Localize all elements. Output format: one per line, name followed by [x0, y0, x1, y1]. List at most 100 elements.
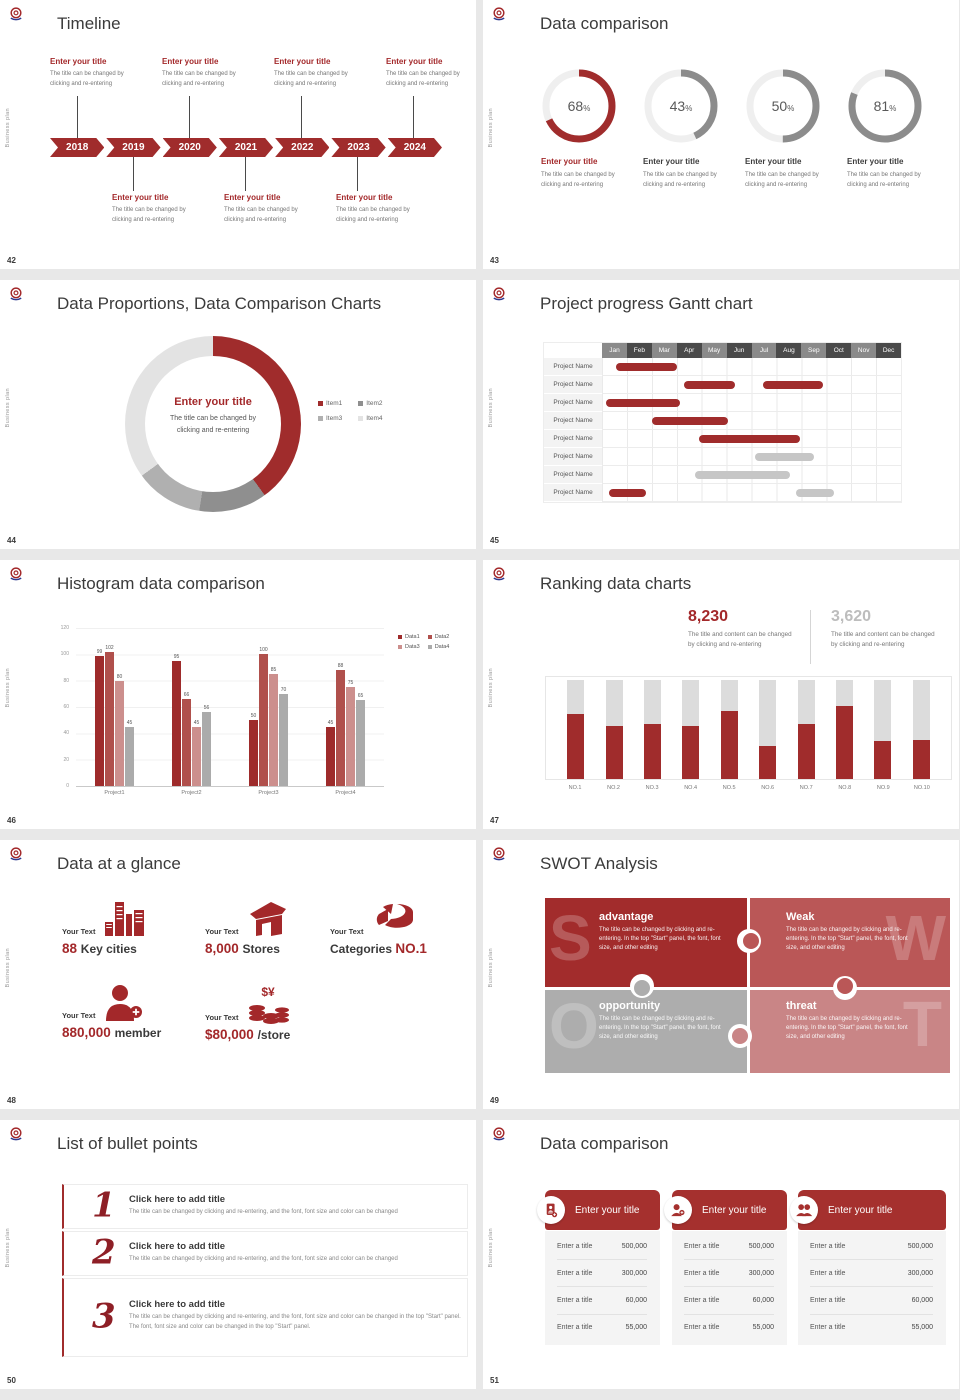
- card-row-label: Enter a title: [557, 1269, 593, 1277]
- bullet-number: 1: [92, 1184, 116, 1225]
- donut-ring: [542, 69, 616, 143]
- legend-swatch: [358, 401, 364, 406]
- swot-letter: S: [549, 902, 592, 974]
- card-header-label: Enter your title: [828, 1204, 893, 1216]
- y-tick-label: 100: [60, 651, 69, 658]
- ranking-category-label: NO.8: [838, 785, 852, 791]
- stat-block: 8,230 The title and content can be chang…: [688, 608, 808, 664]
- bar-group-Project3: 50 100 85 70: [249, 647, 288, 786]
- pie-center-text: Enter your title The title can be change…: [140, 396, 286, 437]
- slide-title: Data at a glance: [57, 854, 181, 873]
- bar-Data2: 102: [105, 645, 114, 786]
- timeline-entry-desc: clicking and re-entering: [274, 81, 337, 87]
- ranking-category-label: NO.10: [913, 785, 930, 791]
- cell-48: Business plan Data at a glance Your Text…: [0, 840, 480, 1120]
- gantt-row: Project Name: [544, 466, 901, 484]
- donut-desc: The title can be changed by: [643, 172, 717, 178]
- slide-45-gantt: Business plan Project progress Gantt cha…: [483, 280, 959, 549]
- timeline-entry-title: Enter your title: [162, 57, 219, 66]
- ranking-category-label: NO.4: [684, 785, 698, 791]
- cell-47: Business plan Ranking data charts 8,230 …: [480, 560, 960, 840]
- bar-value-label: 85: [270, 667, 277, 674]
- card-header: Enter your title: [537, 1190, 660, 1230]
- swot-quad-body: The title can be changed by clicking and…: [599, 927, 721, 951]
- timeline-entry: Enter your title The title can be changed…: [336, 193, 440, 225]
- donut-item: 81% Enter your title The title can be chan…: [847, 68, 923, 190]
- timeline-entry-title: Enter your title: [386, 57, 443, 66]
- gantt-row: Project Name: [544, 448, 901, 466]
- gantt-row: Project Name: [544, 394, 901, 412]
- donut-desc: clicking and re-entering: [643, 182, 706, 188]
- legend-item: Item4: [358, 415, 383, 422]
- ranking-bar-fill: [567, 713, 585, 779]
- bar-value-label: 65: [357, 693, 364, 700]
- slide-title: Timeline: [57, 14, 121, 33]
- percent-sign: %: [889, 103, 897, 113]
- data-card-3: Enter your title Enter a title 500,000 Ent…: [790, 1190, 946, 1345]
- donut-title: Enter your title: [541, 157, 598, 166]
- timeline-connector: [357, 157, 358, 191]
- donut-chart: 43%: [643, 68, 719, 144]
- cell-50: Business plan List of bullet points 1 Cl…: [0, 1120, 480, 1400]
- legend-item: Data1: [398, 634, 420, 640]
- gantt-month-Dec: Dec: [876, 343, 902, 358]
- card-data-row: Enter a title 55,000: [557, 1315, 647, 1341]
- donut-chart: 50%: [745, 68, 821, 144]
- card-header: Enter your title: [664, 1190, 787, 1230]
- swot-letter: W: [885, 902, 946, 974]
- donut-chart: 81%: [847, 68, 923, 144]
- gantt-row-label: Project Name: [544, 358, 602, 376]
- swot-letter: O: [549, 990, 599, 1062]
- ranking-bar-track: [797, 680, 815, 779]
- timeline-entry: Enter your title The title can be changed…: [386, 57, 476, 89]
- card-row-label: Enter a title: [810, 1242, 846, 1250]
- slide-number: 50: [7, 1376, 16, 1385]
- legend-item: Item2: [358, 400, 383, 407]
- slide-49-swot: Business plan SWOT Analysis S advantage …: [483, 840, 959, 1109]
- timeline-entry-desc: clicking and re-entering: [386, 81, 449, 87]
- ranking-bar-fill: [605, 725, 623, 779]
- stat-label: Your Text: [62, 1011, 96, 1020]
- card-header: Enter your title: [790, 1190, 946, 1230]
- gantt-month-Oct: Oct: [826, 343, 852, 358]
- pie-center-desc: The title can be changed by: [169, 415, 256, 422]
- slide-title: SWOT Analysis: [540, 854, 658, 873]
- data-card-2: Enter your title Enter a title 500,000 Ent…: [664, 1190, 787, 1345]
- card-row-value: 60,000: [752, 1296, 774, 1304]
- timeline-entry-desc: clicking and re-entering: [224, 217, 287, 223]
- card-rows: Enter a title 500,000 Enter a title 300,000…: [545, 1231, 660, 1345]
- brand-logo-icon: [10, 567, 22, 581]
- gantt-row: Project Name: [544, 430, 901, 448]
- ranking-bar-fill: [912, 740, 930, 779]
- gantt-month-Feb: Feb: [626, 343, 652, 358]
- bar-Data1: 50: [249, 713, 258, 786]
- card-data-row: Enter a title 55,000: [684, 1315, 774, 1341]
- timeline-entry: Enter your title The title can be changed…: [112, 193, 216, 225]
- gantt-bar: [615, 363, 677, 371]
- brand-logo-icon: [10, 287, 22, 301]
- legend-swatch: [358, 416, 364, 421]
- ranking-x-labels: NO.1 NO.2 NO.3 NO.4 NO.5 NO.6 NO.7 NO.8 NO.9 NO.1…: [545, 785, 952, 791]
- card-row-label: Enter a title: [684, 1269, 720, 1277]
- legend-swatch: [318, 416, 323, 421]
- slide-title: List of bullet points: [57, 1134, 198, 1153]
- donut-title: Enter your title: [643, 157, 700, 166]
- stats-divider: [810, 610, 811, 664]
- donut-percent-value: 68: [567, 98, 584, 114]
- timeline-arrows: 2018 2019 2020 2021 2022 2023 2024: [50, 138, 442, 157]
- timeline-entry: Enter your title The title can be changed…: [50, 57, 154, 89]
- stat-value-part: NO.1: [395, 941, 427, 956]
- gantt-month-Apr: Apr: [676, 343, 702, 358]
- legend-label: Item4: [366, 415, 383, 422]
- donut-desc: clicking and re-entering: [745, 182, 808, 188]
- card-row-label: Enter a title: [557, 1242, 593, 1250]
- donut-ring: [644, 69, 718, 143]
- city-icon: [105, 902, 145, 936]
- slide-title: Data comparison: [540, 14, 669, 33]
- stat-label: Your Text: [330, 927, 364, 936]
- card-header-label: Enter your title: [702, 1204, 767, 1216]
- gantt-bar: [684, 381, 736, 389]
- swot-quadrant-threat: T threat The title can be changed by cli…: [750, 990, 950, 1073]
- bar-Data4: 45: [125, 720, 134, 786]
- puzzle-tab: [837, 978, 853, 994]
